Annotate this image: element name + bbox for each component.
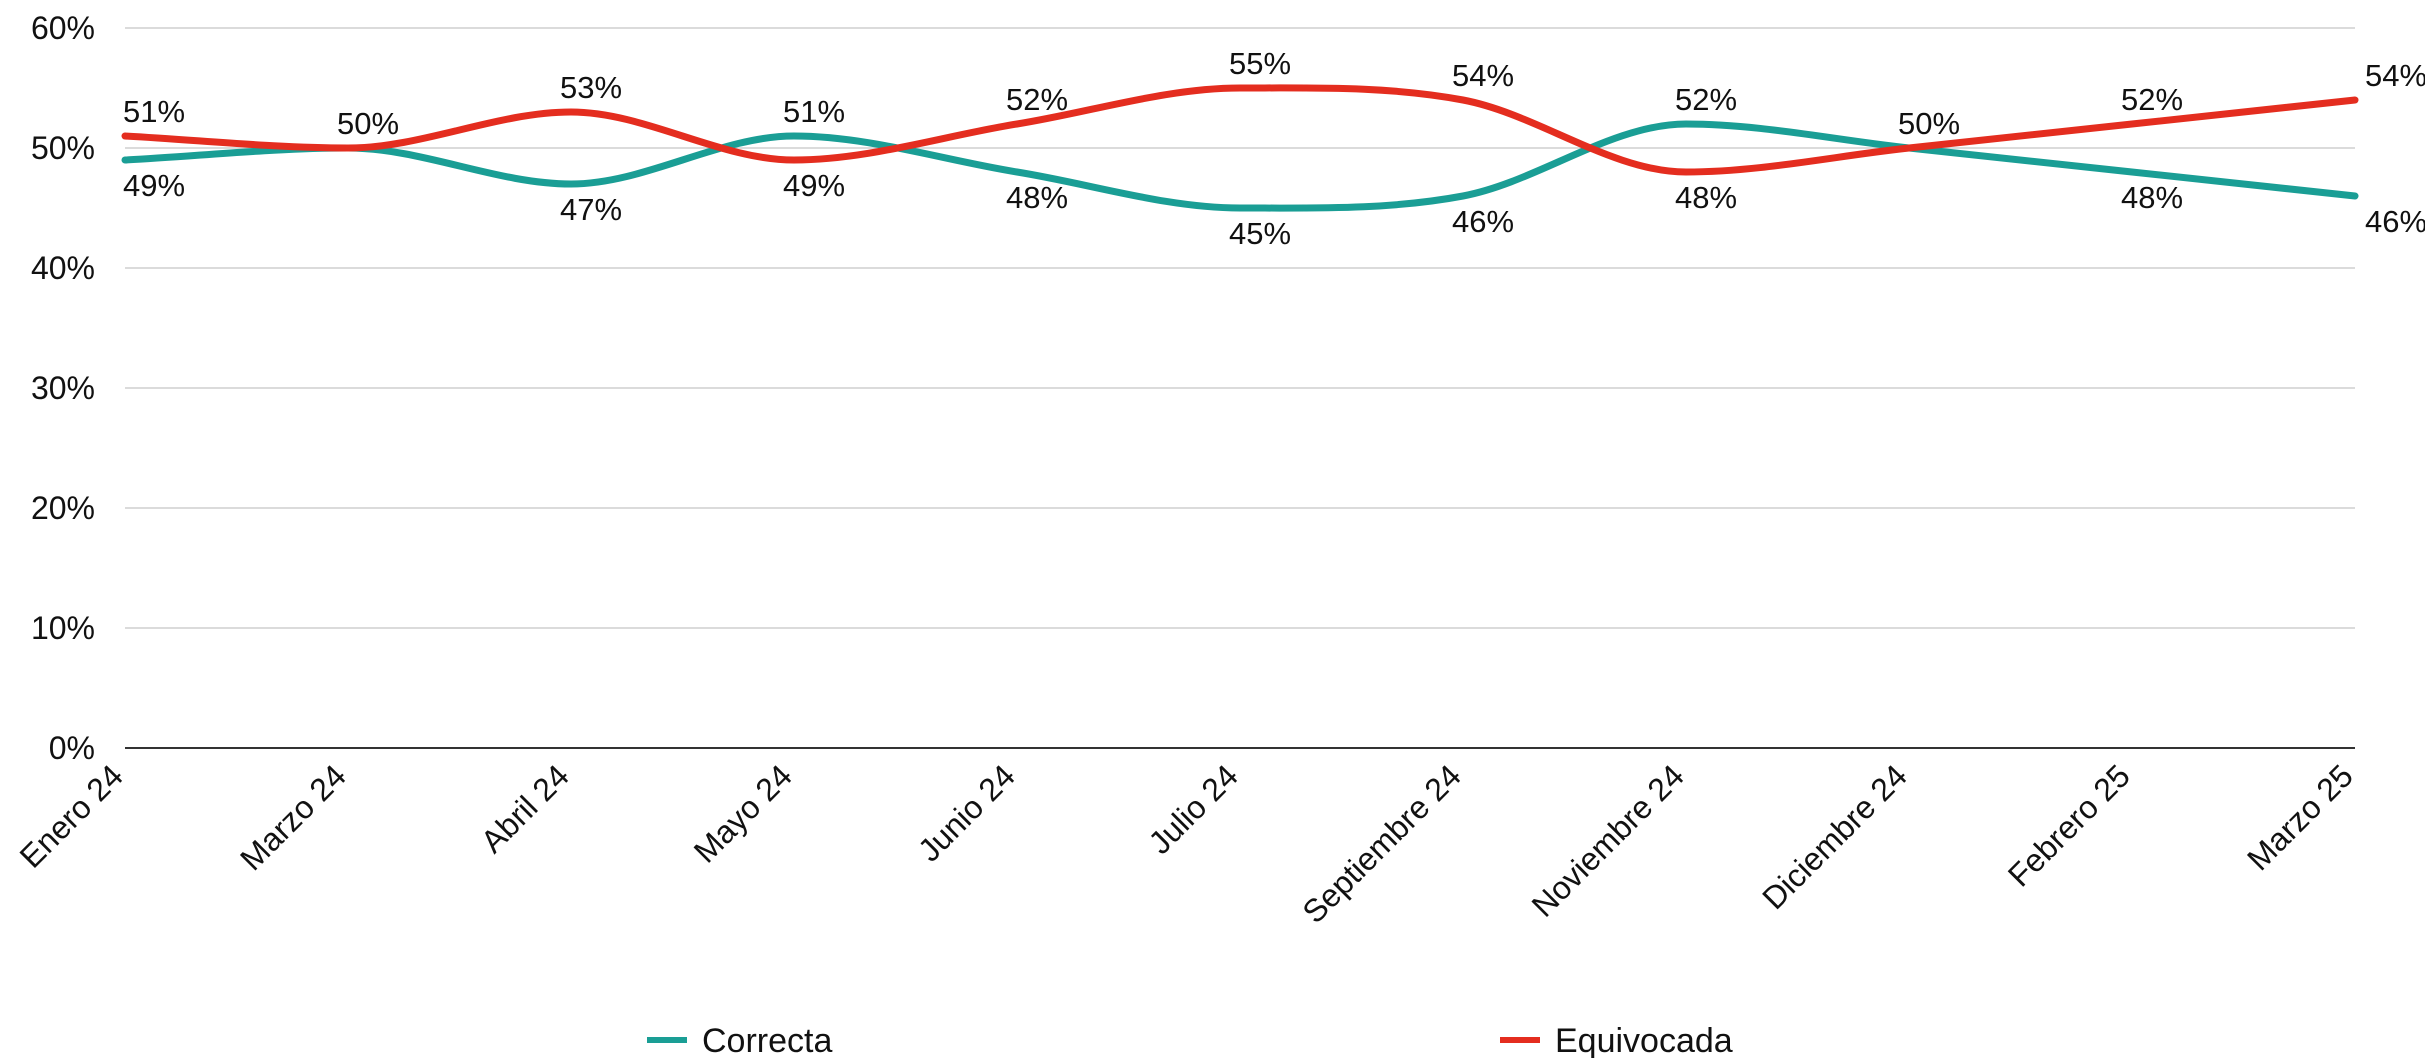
series-line-correcta <box>121 120 2359 212</box>
y-tick-label: 60% <box>31 10 95 46</box>
data-label-equivocada: 52% <box>1006 82 1068 117</box>
data-label-equivocada: 51% <box>123 94 185 129</box>
legend-label-correcta: Correcta <box>702 1022 832 1058</box>
data-label-equivocada: 53% <box>560 70 622 105</box>
x-tick-label: Marzo 25 <box>2240 757 2360 877</box>
data-label-equivocada: 54% <box>1452 58 1514 93</box>
data-label-correcta: 46% <box>1452 204 1514 239</box>
x-tick-label: Diciembre 24 <box>1755 757 1914 916</box>
y-tick-label: 10% <box>31 610 95 646</box>
legend: Correcta Equivocada <box>647 1022 1733 1058</box>
data-label-equivocada: 54% <box>2365 58 2425 93</box>
y-tick-label: 30% <box>31 370 95 406</box>
x-axis-ticks: Enero 24 Marzo 24 Abril 24 Mayo 24 Junio 24 J… <box>13 757 2360 930</box>
x-tick-label: Noviembre 24 <box>1525 757 1691 923</box>
data-labels: 49% 47% 51% 48% 45% 46% 52% 48% 46% 51% 50% 53% 49% 5… <box>123 46 2425 251</box>
grid-lines <box>125 27 2355 749</box>
x-tick-label: Febrero 25 <box>2001 757 2137 893</box>
x-tick-label: Abril 24 <box>474 757 576 859</box>
data-label-correcta: 48% <box>1006 180 1068 215</box>
y-tick-label: 50% <box>31 130 95 166</box>
y-tick-label: 0% <box>49 730 95 766</box>
series-lines <box>121 84 2359 212</box>
y-tick-label: 20% <box>31 490 95 526</box>
x-tick-label: Enero 24 <box>13 757 130 874</box>
data-label-equivocada: 49% <box>783 168 845 203</box>
y-tick-label: 40% <box>31 250 95 286</box>
x-tick-label: Marzo 24 <box>233 757 353 877</box>
legend-item-equivocada: Equivocada <box>1500 1022 1733 1058</box>
data-label-equivocada: 50% <box>1898 106 1960 141</box>
data-label-correcta: 46% <box>2365 204 2425 239</box>
data-label-correcta: 52% <box>1675 82 1737 117</box>
data-label-correcta: 47% <box>560 192 622 227</box>
y-axis-ticks: 0% 10% 20% 30% 40% 50% 60% <box>31 10 95 766</box>
data-label-correcta: 45% <box>1229 216 1291 251</box>
data-label-equivocada: 48% <box>1675 180 1737 215</box>
legend-item-correcta: Correcta <box>647 1022 832 1058</box>
data-label-correcta: 48% <box>2121 180 2183 215</box>
data-label-correcta: 49% <box>123 168 185 203</box>
data-label-equivocada: 55% <box>1229 46 1291 81</box>
data-label-equivocada: 52% <box>2121 82 2183 117</box>
data-label-correcta: 51% <box>783 94 845 129</box>
x-tick-label: Junio 24 <box>911 757 1022 868</box>
series-line-equivocada <box>121 84 2359 176</box>
data-label-equivocada: 50% <box>337 106 399 141</box>
x-tick-label: Septiembre 24 <box>1295 757 1468 930</box>
x-tick-label: Julio 24 <box>1142 757 1245 860</box>
x-tick-label: Mayo 24 <box>687 757 799 869</box>
legend-label-equivocada: Equivocada <box>1555 1022 1733 1058</box>
